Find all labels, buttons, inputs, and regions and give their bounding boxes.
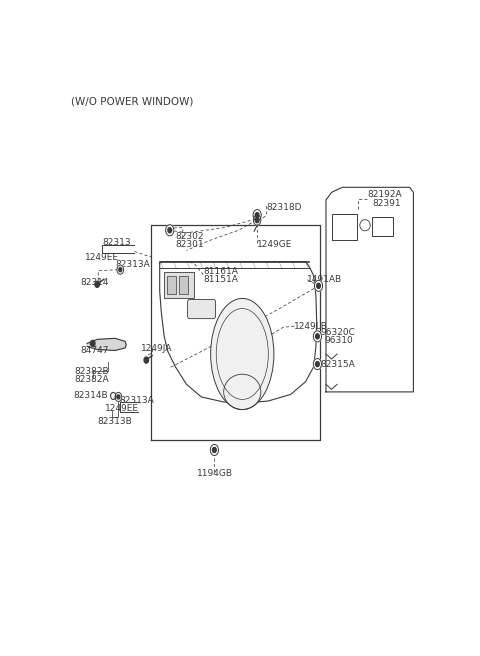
Text: 82318D: 82318D	[266, 203, 302, 212]
Text: 1249LB: 1249LB	[294, 321, 328, 331]
Circle shape	[110, 392, 116, 400]
Text: 1249JA: 1249JA	[141, 344, 172, 354]
Circle shape	[117, 395, 120, 399]
Circle shape	[95, 281, 99, 287]
Text: 84747: 84747	[81, 346, 109, 355]
Circle shape	[317, 283, 321, 289]
Text: 82391: 82391	[372, 199, 401, 208]
Circle shape	[253, 215, 261, 225]
Text: 82382A: 82382A	[74, 375, 109, 384]
Circle shape	[117, 265, 124, 274]
Circle shape	[314, 280, 323, 291]
Text: 81151A: 81151A	[203, 276, 238, 284]
Circle shape	[255, 218, 259, 222]
Circle shape	[315, 361, 319, 367]
Circle shape	[91, 340, 95, 346]
Text: 82302: 82302	[175, 232, 204, 241]
Circle shape	[315, 334, 319, 339]
Text: (W/O POWER WINDOW): (W/O POWER WINDOW)	[71, 96, 193, 106]
Text: 96310: 96310	[324, 337, 353, 345]
Text: 82382B: 82382B	[74, 367, 109, 376]
Text: 82313: 82313	[102, 238, 131, 247]
Text: 82192A: 82192A	[367, 190, 402, 199]
Text: 82314B: 82314B	[73, 392, 108, 400]
Circle shape	[313, 331, 322, 342]
Circle shape	[253, 209, 261, 220]
Polygon shape	[87, 338, 126, 350]
Circle shape	[115, 392, 122, 401]
Text: 81161A: 81161A	[203, 267, 238, 276]
Circle shape	[168, 228, 172, 233]
Text: 82313A: 82313A	[120, 396, 154, 405]
Circle shape	[213, 447, 216, 453]
Text: 82313B: 82313B	[97, 417, 132, 426]
Text: 82301: 82301	[175, 240, 204, 249]
Text: 1249EE: 1249EE	[106, 404, 139, 413]
Circle shape	[166, 225, 174, 236]
Circle shape	[119, 268, 122, 272]
Text: 1491AB: 1491AB	[307, 276, 343, 284]
Bar	[179, 276, 188, 295]
Bar	[332, 214, 357, 240]
Bar	[167, 276, 177, 295]
Text: 1194GB: 1194GB	[197, 469, 233, 478]
Text: 82314: 82314	[81, 277, 109, 287]
Circle shape	[313, 359, 322, 370]
Text: 82315A: 82315A	[321, 359, 355, 369]
FancyBboxPatch shape	[188, 299, 216, 319]
Circle shape	[210, 444, 218, 455]
Text: 96320C: 96320C	[321, 328, 355, 337]
Bar	[164, 272, 194, 298]
Circle shape	[144, 357, 148, 363]
Ellipse shape	[211, 298, 274, 409]
Bar	[372, 217, 393, 236]
Text: 82313A: 82313A	[116, 260, 151, 268]
Circle shape	[255, 213, 259, 218]
Text: 1249GE: 1249GE	[257, 240, 292, 249]
Text: 1249EE: 1249EE	[85, 253, 120, 262]
